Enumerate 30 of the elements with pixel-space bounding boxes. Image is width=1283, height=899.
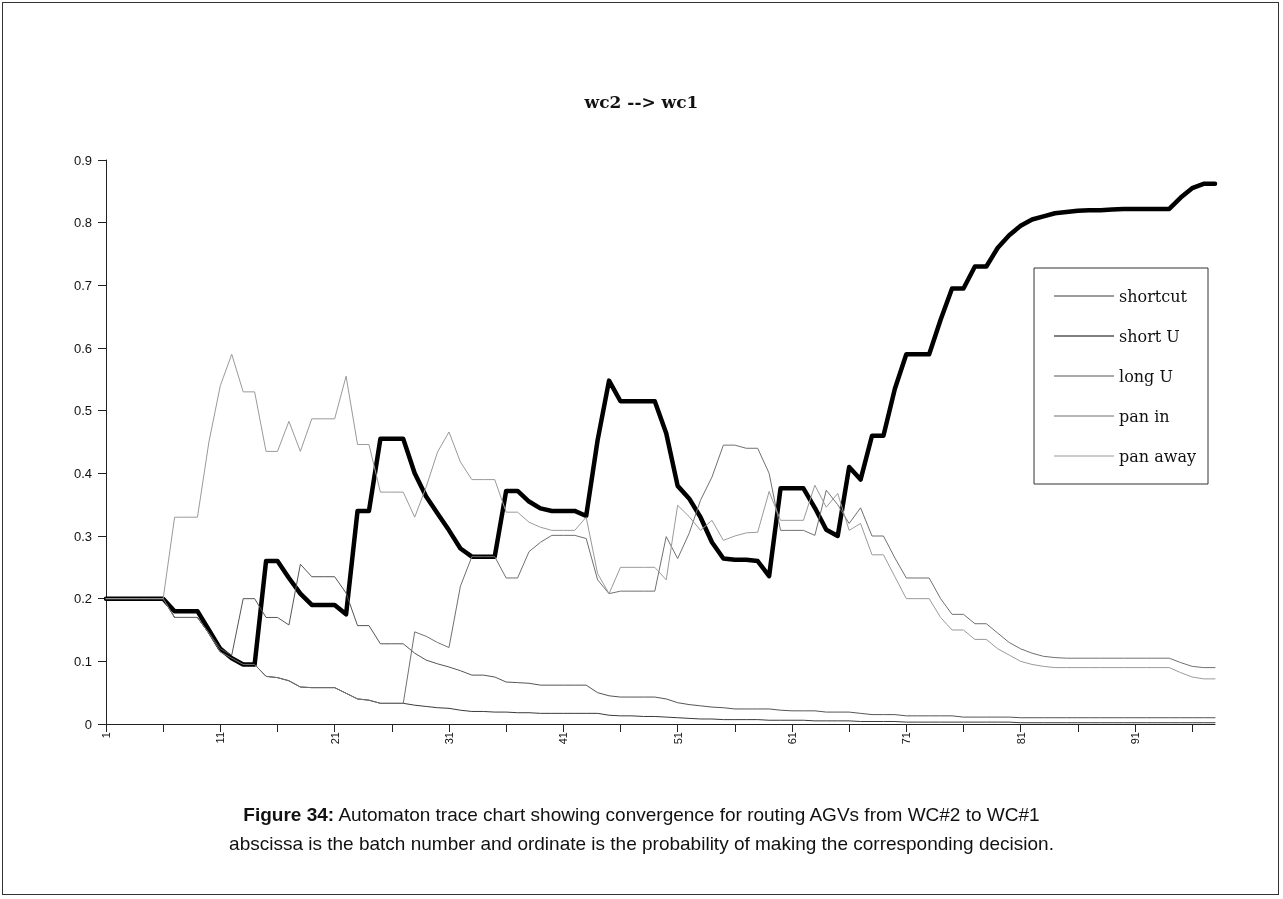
x-tick-label: 61 — [785, 732, 798, 745]
y-tick-label: 0 — [84, 716, 92, 732]
x-tick-label: 91 — [1128, 732, 1141, 745]
y-tick-label: 0.8 — [73, 215, 92, 231]
x-tick-label: 71 — [900, 732, 913, 745]
legend-label: pan in — [1119, 406, 1170, 426]
legend-label: pan away — [1119, 446, 1196, 466]
y-tick-label: 0.2 — [73, 591, 92, 607]
y-tick-label: 0.9 — [73, 152, 92, 168]
caption: Figure 34: Automaton trace chart showing convergence for routing AGVs from WC#2 to WC#1 — [242, 803, 1041, 827]
y-tick-label: 0.4 — [73, 465, 92, 481]
line-series — [105, 353, 1216, 680]
chart-title: wc2 --> wc1 — [583, 91, 699, 112]
line-series — [103, 181, 1218, 667]
legend-label: long U — [1119, 366, 1173, 386]
x-tick-label: 1 — [100, 732, 112, 739]
x-tick-label: 31 — [442, 732, 455, 745]
x-tick-label: 41 — [557, 732, 570, 745]
x-tick-label: 21 — [328, 732, 341, 745]
text: abscissa is the batch number and ordinate is the probability of making the corresponding decision. — [228, 832, 1055, 856]
x-tick-label: 81 — [1014, 732, 1027, 745]
y-tick-label: 0.6 — [73, 340, 92, 356]
x-tick-label: 51 — [671, 732, 684, 745]
y-tick-label: 0.7 — [73, 277, 92, 293]
legend-label: shortcut — [1119, 286, 1188, 306]
legend-label: short U — [1119, 326, 1180, 346]
x-tick-label: 11 — [214, 732, 227, 744]
y-tick-label: 0.3 — [73, 528, 92, 544]
y-tick-label: 0.1 — [73, 653, 92, 669]
y-tick-label: 0.5 — [73, 403, 92, 419]
